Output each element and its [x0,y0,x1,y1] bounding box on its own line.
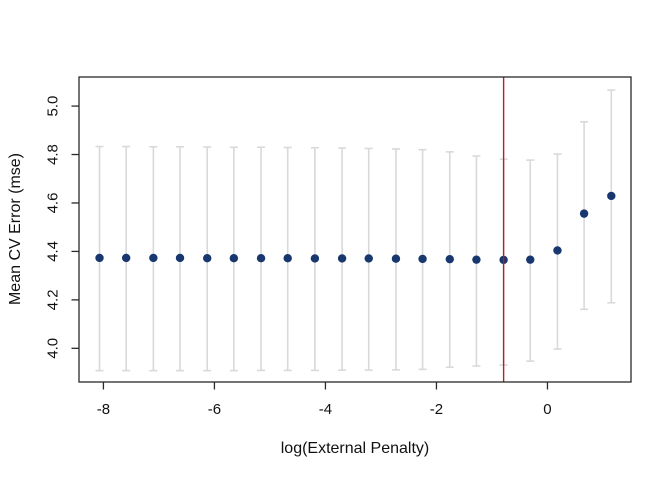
data-point [310,254,320,263]
data-point [418,254,427,264]
data-point [121,253,131,263]
data-point [175,253,185,263]
data-point [229,254,239,263]
data-point [283,254,292,263]
x-tick-label: -4 [319,401,332,418]
data-point [203,254,212,263]
data-point [256,254,266,263]
y-tick-label: 4.2 [45,289,62,310]
x-tick-label: -8 [97,401,110,418]
data-point [526,255,535,264]
data-point [337,254,347,263]
y-tick-label: 4.8 [45,144,62,165]
data-point [579,209,589,218]
y-tick-label: 4.4 [45,241,62,262]
data-point [95,253,104,263]
y-axis-title: Mean CV Error (mse) [7,152,24,306]
data-point [472,255,481,264]
y-tick-label: 5.0 [45,96,62,117]
plot-frame [78,76,632,383]
data-point [149,253,158,263]
data-point [391,254,401,263]
data-point [553,246,562,255]
x-tick-label: -2 [430,401,443,418]
y-tick-label: 4.6 [45,193,62,214]
data-point [364,254,373,263]
data-point [607,191,616,201]
x-tick-label: -6 [208,401,221,418]
x-axis-title: log(External Penalty) [280,440,430,457]
data-point [445,254,454,264]
y-tick-label: 4.0 [45,338,62,359]
x-tick-label: 0 [543,401,551,418]
